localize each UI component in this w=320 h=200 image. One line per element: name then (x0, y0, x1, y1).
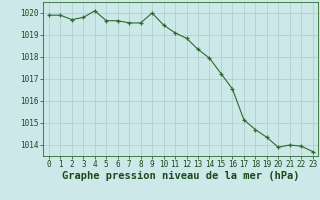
X-axis label: Graphe pression niveau de la mer (hPa): Graphe pression niveau de la mer (hPa) (62, 171, 300, 181)
